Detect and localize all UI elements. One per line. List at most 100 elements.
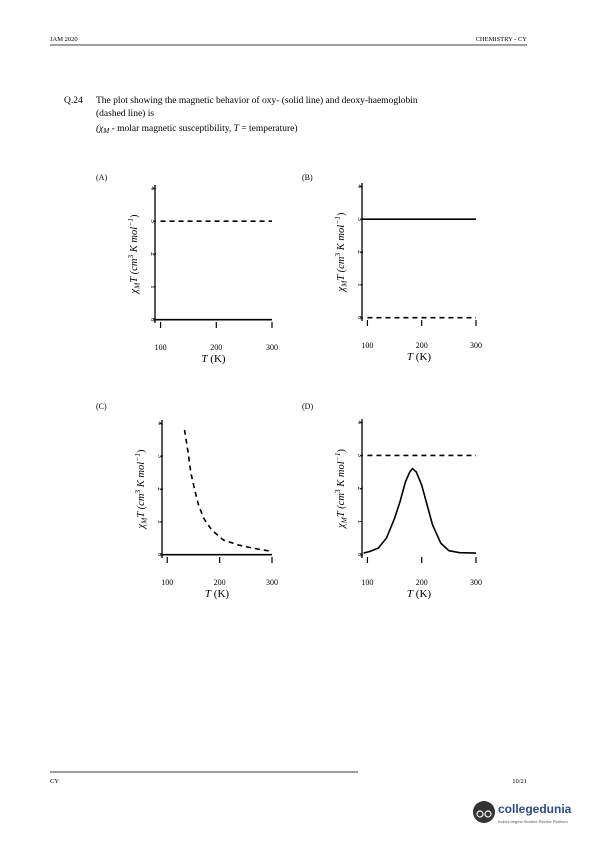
y-tick-label: 4 [356, 421, 364, 425]
x-tick-label: 300 [470, 578, 482, 587]
y-label-part: T (cm [336, 493, 347, 517]
logo: collegedunia India's largest Student Rev… [473, 801, 572, 824]
x-tick-label: 200 [210, 343, 222, 352]
y-label-part: χ [336, 523, 347, 529]
note-part: - molar magnetic susceptibility, [109, 124, 233, 134]
y-label-part: K mol [336, 225, 347, 253]
x-tick-label: 100 [361, 341, 373, 350]
y-label-part: ) [136, 449, 147, 453]
y-tick-label: 3 [356, 217, 364, 221]
x-tick-label: 300 [266, 578, 278, 587]
x-label-part: T [407, 588, 414, 600]
y-tick-label: 0 [356, 553, 364, 557]
question-note: (χM - molar magnetic susceptibility, T =… [96, 123, 298, 135]
y-label-part: M [340, 516, 349, 524]
x-tick-label: 100 [161, 578, 173, 587]
y-label-part: 3 [333, 489, 342, 493]
y-tick-label: 0 [149, 318, 157, 322]
y-label-part: −1 [333, 216, 342, 225]
y-label-part: T (cm [336, 256, 347, 280]
y-label-part: ) [336, 212, 347, 216]
x-axis-label: T (K) [201, 353, 225, 365]
logo-tagline: India's largest Student Review Platform [498, 819, 568, 824]
y-axis-label: χMT (cm3 K mol−1) [333, 449, 349, 529]
x-tick-label: 100 [361, 578, 373, 587]
question-number: Q.24 [64, 96, 83, 106]
x-tick-label: 100 [155, 343, 167, 352]
y-label-part: −1 [333, 453, 342, 462]
x-label-part: T [201, 353, 208, 365]
plot: (C) 0 1 2 3 4 100 200 300 T (K) χMT (cm3 K mol−1) [96, 402, 278, 600]
x-axis-label: T (K) [407, 588, 431, 600]
y-tick-label: 1 [356, 283, 364, 287]
y-label-part: K mol [136, 462, 147, 490]
y-axis-label: χMT (cm3 K mol−1) [333, 212, 349, 292]
y-label-part: K mol [336, 461, 347, 489]
y-tick-label: 0 [156, 553, 164, 557]
y-label-part: M [133, 282, 142, 290]
x-tick-label: 300 [470, 341, 482, 350]
x-label-part: (K) [208, 353, 226, 365]
x-axis-label: T (K) [205, 588, 229, 600]
x-label-part: T [205, 588, 212, 600]
y-tick-label: 2 [356, 250, 364, 254]
y-tick-label: 2 [149, 252, 157, 256]
y-label-part: −1 [126, 218, 135, 227]
dashed-line [183, 429, 273, 553]
logo-icon [476, 810, 484, 818]
note-part: M [102, 127, 110, 135]
x-tick-label: 300 [266, 343, 278, 352]
footer-left: CY [50, 778, 59, 785]
plot-label: (A) [96, 173, 107, 182]
y-tick-label: 2 [156, 487, 164, 491]
x-label-part: (K) [413, 588, 431, 600]
y-tick-label: 0 [356, 316, 364, 320]
note-part: = temperature) [239, 123, 298, 134]
y-tick-label: 1 [356, 520, 364, 524]
y-label-part: −1 [133, 453, 142, 462]
header-left: JAM 2020 [50, 36, 78, 43]
y-label-part: T (cm [129, 258, 140, 282]
y-tick-label: 1 [156, 520, 164, 524]
footer-right: 10/21 [512, 778, 527, 785]
y-tick-label: 3 [156, 454, 164, 458]
header-right: CHEMISTRY - CY [476, 36, 528, 43]
y-label-part: M [140, 517, 149, 525]
plot-label: (D) [302, 402, 313, 411]
y-label-part: 3 [126, 255, 135, 259]
y-label-part: ) [336, 449, 347, 453]
question-text: The plot showing the magnetic behavior o… [96, 95, 418, 106]
y-tick-label: 2 [356, 487, 364, 491]
y-label-part: ) [129, 214, 140, 218]
y-label-part: χ [129, 288, 140, 294]
plot-label: (C) [96, 402, 107, 411]
y-label-part: χ [336, 286, 347, 292]
x-axis-label: T (K) [407, 351, 431, 363]
y-tick-label: 3 [149, 219, 157, 223]
question-text: (dashed line) is [96, 108, 154, 119]
y-label-part: K mol [129, 227, 140, 255]
logo-icon [484, 810, 492, 818]
y-tick-label: 1 [149, 285, 157, 289]
x-tick-label: 200 [214, 578, 226, 587]
x-label-part: (K) [211, 588, 229, 600]
y-axis-label: χMT (cm3 K mol−1) [133, 449, 149, 529]
note-part: T [234, 124, 240, 134]
solid-line [363, 467, 477, 554]
logo-icon [473, 801, 495, 823]
x-label-part: (K) [413, 351, 431, 363]
y-tick-label: 4 [156, 422, 164, 426]
y-tick-label: 3 [356, 454, 364, 458]
y-label-part: 3 [333, 253, 342, 257]
y-tick-label: 4 [149, 187, 157, 191]
x-tick-label: 200 [416, 578, 428, 587]
y-axis-label: χMT (cm3 K mol−1) [126, 214, 142, 294]
x-label-part: T [407, 351, 414, 363]
y-label-part: M [340, 280, 349, 288]
